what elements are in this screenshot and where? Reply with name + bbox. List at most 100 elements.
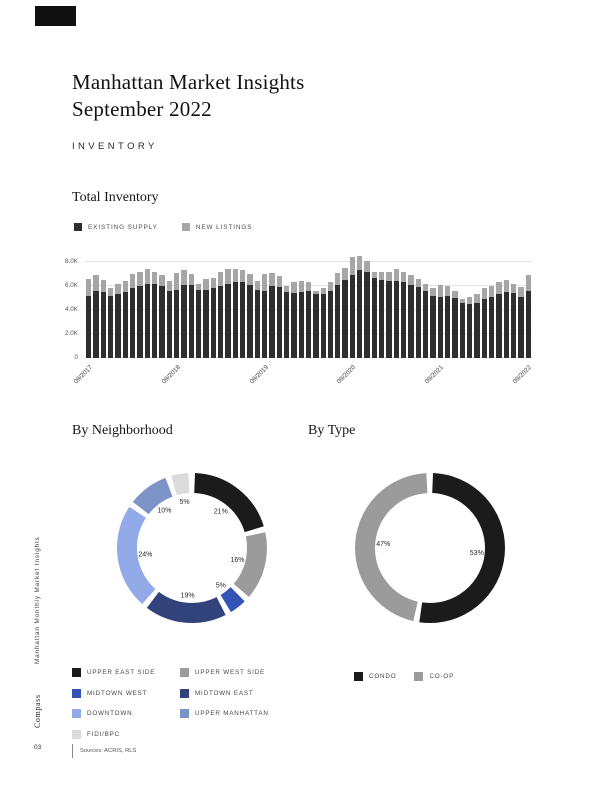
new-listings-segment xyxy=(291,282,297,294)
existing-supply-segment xyxy=(129,288,136,358)
inventory-bar xyxy=(423,283,429,358)
bar-chart-y-axis: 0 2.0K 4.0K 6.0K 8.0K xyxy=(50,250,80,361)
inventory-bar xyxy=(320,288,326,358)
y-axis-tick-label: 6.0K xyxy=(65,282,78,289)
new-listings-segment xyxy=(452,290,458,298)
x-axis-tick-label: 09/2017 xyxy=(72,364,94,386)
inventory-bar xyxy=(335,272,341,358)
brand-vertical-label: Compass xyxy=(33,694,42,728)
legend-item-downtown: DOWNTOWN xyxy=(72,709,180,718)
downtown-swatch xyxy=(72,709,81,718)
new-listings-segment xyxy=(320,288,326,295)
inventory-bar xyxy=(364,260,370,358)
existing-supply-segment xyxy=(254,289,260,358)
new-listings-segment xyxy=(298,281,304,292)
legend-item-existing-supply: EXISTING SUPPLY xyxy=(74,223,158,231)
inventory-bar xyxy=(217,271,224,358)
existing-supply-segment xyxy=(166,290,172,358)
existing-supply-segment xyxy=(107,295,114,358)
inventory-bar xyxy=(210,277,216,358)
existing-supply-segment xyxy=(408,284,414,358)
existing-supply-segment xyxy=(86,295,92,358)
new-listings-segment xyxy=(115,283,121,295)
x-axis-tick-label: 09/2020 xyxy=(336,364,358,386)
inventory-bar xyxy=(173,272,180,358)
existing-supply-segment xyxy=(225,283,231,358)
legend-label-upper-west-side: UPPER WEST SIDE xyxy=(195,669,265,676)
page-title: Manhattan Market Insights September 2022 xyxy=(72,69,304,124)
existing-supply-segment xyxy=(401,282,407,358)
existing-supply-segment xyxy=(195,289,202,358)
new-listings-segment xyxy=(364,260,370,272)
existing-supply-segment xyxy=(386,281,392,358)
new-listings-segment xyxy=(371,271,378,278)
existing-supply-segment xyxy=(159,286,165,358)
inventory-bar xyxy=(107,288,114,358)
bar-chart-legend: EXISTING SUPPLY NEW LISTINGS xyxy=(74,223,252,231)
donut-segment-downtown xyxy=(117,473,267,623)
existing-supply-segment xyxy=(210,288,216,358)
inventory-bar xyxy=(459,299,466,358)
new-listings-segment xyxy=(232,269,238,283)
existing-supply-segment xyxy=(144,283,150,358)
condo-swatch xyxy=(354,672,363,681)
inventory-bar xyxy=(503,280,510,358)
new-listings-segment xyxy=(415,278,422,288)
inventory-bar xyxy=(371,271,378,358)
inventory-bar xyxy=(122,281,128,358)
inventory-bar xyxy=(239,270,246,358)
donut-percentage-label-fidi-bpc: 5% xyxy=(180,499,190,506)
new-listings-segment xyxy=(93,275,99,291)
existing-supply-segment xyxy=(283,292,290,358)
existing-supply-segment xyxy=(511,293,517,358)
inventory-bar xyxy=(342,268,348,358)
existing-supply-segment xyxy=(122,292,128,358)
legend-label-midtown-west: MIDTOWN WEST xyxy=(87,689,148,697)
existing-supply-segment xyxy=(445,295,451,358)
upper-manhattan-swatch xyxy=(180,709,189,718)
new-listings-segment xyxy=(225,269,231,284)
donut-percentage-label-midtown-west: 5% xyxy=(216,583,226,590)
inventory-bar xyxy=(298,281,304,358)
new-listings-segment xyxy=(386,271,392,282)
inventory-bar xyxy=(261,274,268,358)
new-listings-segment xyxy=(474,294,480,303)
x-axis-tick-label: 09/2019 xyxy=(248,364,270,386)
neighborhood-legend: UPPER EAST SIDE MIDTOWN WEST DOWNTOWN FIDI/… xyxy=(72,668,288,750)
new-listings-segment xyxy=(188,274,194,285)
existing-supply-segment xyxy=(496,294,502,358)
new-listings-segment xyxy=(239,270,246,283)
midtown-west-swatch xyxy=(72,688,81,698)
new-listings-segment xyxy=(269,272,275,286)
existing-supply-segment xyxy=(357,270,363,358)
inventory-bar xyxy=(415,278,422,358)
new-listings-segment xyxy=(459,299,466,303)
legend-label-co-op: CO-OP xyxy=(429,673,455,680)
new-listings-segment xyxy=(503,280,510,292)
type-legend: CONDO CO-OP xyxy=(354,672,454,681)
legend-label-new-listings: NEW LISTINGS xyxy=(195,223,253,231)
legend-label-upper-manhattan: UPPER MANHATTAN xyxy=(195,710,269,717)
new-listings-segment xyxy=(335,272,341,285)
legend-label-existing-supply: EXISTING SUPPLY xyxy=(88,223,158,231)
existing-supply-segment xyxy=(313,294,319,358)
y-axis-tick-label: 8.0K xyxy=(65,258,78,265)
existing-supply-segment xyxy=(137,286,143,358)
new-listings-swatch xyxy=(181,223,190,231)
existing-supply-segment xyxy=(93,290,99,358)
existing-supply-segment xyxy=(239,282,246,358)
existing-supply-segment xyxy=(452,298,458,358)
existing-supply-segment xyxy=(335,284,341,358)
existing-supply-segment xyxy=(474,302,480,358)
inventory-bar xyxy=(305,282,312,358)
new-listings-segment xyxy=(518,287,524,297)
inventory-bar xyxy=(247,274,253,358)
inventory-bar xyxy=(181,270,187,358)
existing-supply-segment xyxy=(518,296,524,358)
inventory-bar xyxy=(430,288,436,358)
existing-supply-segment xyxy=(423,290,429,358)
inventory-bar xyxy=(437,284,444,358)
legend-label-midtown-east: MIDTOWN EAST xyxy=(195,689,254,697)
existing-supply-segment xyxy=(291,293,297,358)
